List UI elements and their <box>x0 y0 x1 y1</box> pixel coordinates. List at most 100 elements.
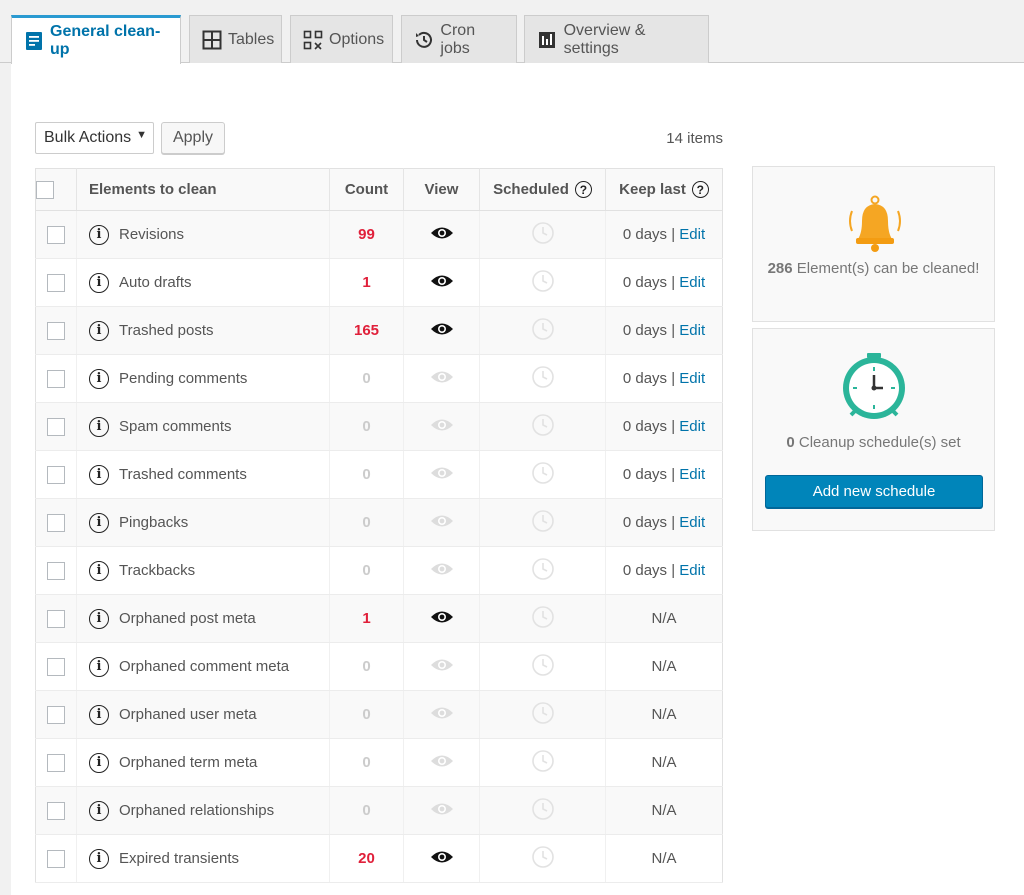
info-icon[interactable]: i <box>89 656 109 677</box>
row-checkbox[interactable] <box>47 417 65 436</box>
row-checkbox[interactable] <box>47 849 65 868</box>
edit-link[interactable]: Edit <box>679 226 706 243</box>
keep-last-cell: 0 days | Edit <box>605 354 723 403</box>
edit-link[interactable]: Edit <box>679 514 706 531</box>
row-checkbox[interactable] <box>47 753 65 772</box>
tab-label: Tables <box>228 30 275 48</box>
element-name-cell: i Orphaned post meta <box>76 594 330 643</box>
keep-last-cell: 0 days | Edit <box>605 402 723 451</box>
info-icon[interactable]: i <box>89 224 109 245</box>
clock-icon <box>531 557 555 581</box>
row-checkbox[interactable] <box>47 465 65 484</box>
tab-cron-jobs[interactable]: Cron jobs <box>401 15 517 63</box>
tab-options[interactable]: Options <box>290 15 393 63</box>
info-icon[interactable]: i <box>89 608 109 629</box>
scheduled-cell <box>479 786 606 835</box>
count-value: 0 <box>362 514 371 531</box>
row-checkbox[interactable] <box>47 801 65 820</box>
elements-count: 286 <box>767 260 793 277</box>
row-checkbox[interactable] <box>47 369 65 388</box>
history-clock-icon <box>414 29 434 51</box>
info-icon[interactable]: i <box>89 320 109 341</box>
keep-last-cell: N/A <box>605 594 723 643</box>
keep-value: N/A <box>651 802 677 819</box>
row-checkbox-cell <box>35 258 77 307</box>
row-checkbox[interactable] <box>47 705 65 724</box>
help-icon[interactable]: ? <box>691 181 709 199</box>
apply-button[interactable]: Apply <box>161 122 225 154</box>
clock-icon <box>531 461 555 485</box>
row-checkbox[interactable] <box>47 561 65 580</box>
info-icon[interactable]: i <box>89 800 109 821</box>
header-elements-label: Elements to clean <box>89 181 217 198</box>
element-name-cell: i Orphaned comment meta <box>76 642 330 691</box>
select-all-checkbox[interactable] <box>36 180 54 199</box>
element-name-cell: i Expired transients <box>76 834 330 883</box>
row-checkbox-cell <box>35 450 77 499</box>
table-row: i Orphaned term meta 0 N/A <box>35 738 723 787</box>
edit-link[interactable]: Edit <box>679 562 706 579</box>
tab-general-cleanup[interactable]: General clean-up <box>11 15 181 64</box>
keep-value: N/A <box>651 610 677 627</box>
eye-icon[interactable] <box>430 321 454 337</box>
table-row: i Trashed comments 0 0 days | Edit <box>35 450 723 499</box>
row-checkbox[interactable] <box>47 321 65 340</box>
row-checkbox-cell <box>35 594 77 643</box>
info-icon[interactable]: i <box>89 272 109 293</box>
edit-link[interactable]: Edit <box>679 274 706 291</box>
alarm-clock-icon <box>837 351 911 427</box>
element-name: Trackbacks <box>119 562 196 579</box>
help-icon[interactable]: ? <box>574 181 592 199</box>
info-icon[interactable]: i <box>89 416 109 437</box>
count-cell: 99 <box>329 210 404 259</box>
eye-icon <box>430 657 454 673</box>
items-count: 14 items <box>666 130 723 147</box>
row-checkbox[interactable] <box>47 513 65 532</box>
table-row: i Trackbacks 0 0 days | Edit <box>35 546 723 595</box>
row-checkbox-cell <box>35 210 77 259</box>
add-new-schedule-button[interactable]: Add new schedule <box>765 475 983 508</box>
cleanup-table: Elements to clean Count View Scheduled? … <box>35 168 723 883</box>
info-icon[interactable]: i <box>89 848 109 869</box>
clock-icon <box>531 653 555 677</box>
row-checkbox-cell <box>35 306 77 355</box>
scheduled-cell <box>479 594 606 643</box>
edit-link[interactable]: Edit <box>679 370 706 387</box>
info-icon[interactable]: i <box>89 368 109 389</box>
edit-link[interactable]: Edit <box>679 418 706 435</box>
tab-tables[interactable]: Tables <box>189 15 282 63</box>
info-icon[interactable]: i <box>89 464 109 485</box>
eye-icon[interactable] <box>430 273 454 289</box>
row-checkbox-cell <box>35 690 77 739</box>
view-cell <box>403 210 480 259</box>
count-value: 0 <box>362 802 371 819</box>
eye-icon <box>430 369 454 385</box>
bulk-actions-select[interactable]: Bulk Actions ▼ <box>35 122 154 154</box>
eye-icon[interactable] <box>430 609 454 625</box>
row-checkbox[interactable] <box>47 657 65 676</box>
info-icon[interactable]: i <box>89 560 109 581</box>
element-name: Orphaned comment meta <box>119 658 290 675</box>
info-icon[interactable]: i <box>89 512 109 533</box>
row-checkbox[interactable] <box>47 225 65 244</box>
tab-label: Options <box>329 30 385 48</box>
eye-icon[interactable] <box>430 225 454 241</box>
scheduled-cell <box>479 690 606 739</box>
schedules-text: Cleanup schedule(s) set <box>798 434 961 451</box>
info-icon[interactable]: i <box>89 704 109 725</box>
keep-value: N/A <box>651 850 677 867</box>
keep-value: N/A <box>651 658 677 675</box>
edit-link[interactable]: Edit <box>679 466 706 483</box>
count-value: 0 <box>362 370 371 387</box>
keep-value: 0 days <box>622 562 668 579</box>
info-icon[interactable]: i <box>89 752 109 773</box>
row-checkbox[interactable] <box>47 273 65 292</box>
eye-icon[interactable] <box>430 849 454 865</box>
tab-overview-settings[interactable]: Overview & settings <box>524 15 709 63</box>
bulk-actions-label: Bulk Actions <box>44 129 132 146</box>
caret-down-icon: ▼ <box>136 129 147 141</box>
row-checkbox-cell <box>35 834 77 883</box>
view-cell <box>403 498 480 547</box>
edit-link[interactable]: Edit <box>679 322 706 339</box>
row-checkbox[interactable] <box>47 609 65 628</box>
